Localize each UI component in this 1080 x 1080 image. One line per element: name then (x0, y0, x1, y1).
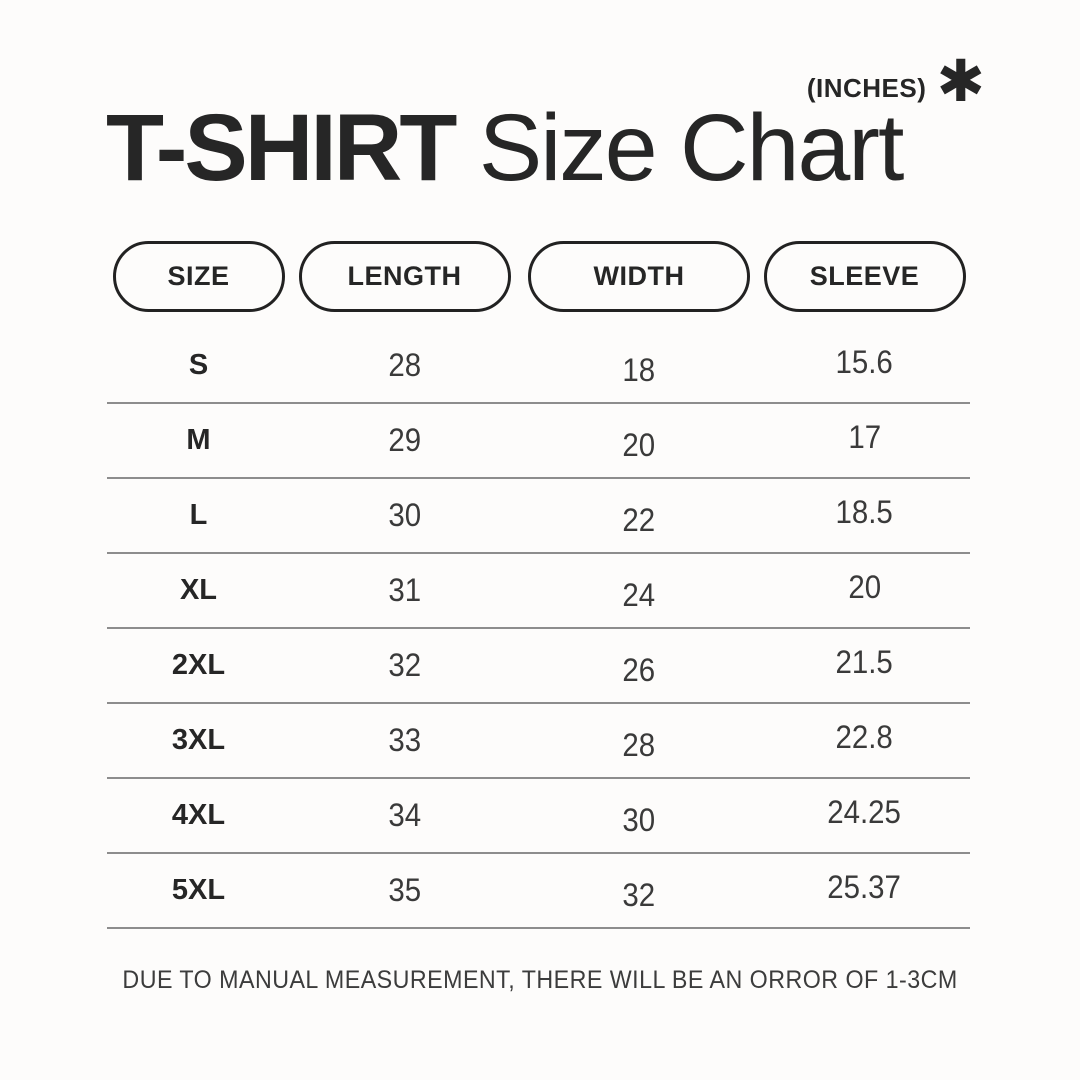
table-row: S 28 18 15.6 (107, 329, 970, 404)
cell-size: 4XL (171, 799, 226, 831)
cell-width: 18 (622, 352, 656, 388)
measurement-note-text: DUE TO MANUAL MEASUREMENT, THERE WILL BE… (122, 966, 958, 994)
column-header-sleeve: SLEEVE (763, 241, 966, 312)
column-header-width: WIDTH (528, 241, 750, 312)
size-table: S 28 18 15.6 M 29 20 17 L 30 22 18.5 XL … (107, 329, 970, 929)
units-note: (INCHES) ✱ (807, 52, 985, 110)
cell-length: 33 (388, 722, 421, 758)
cell-size: 5XL (171, 874, 226, 906)
cell-sleeve: 21.5 (835, 644, 894, 680)
column-header-row: SIZE LENGTH WIDTH SLEEVE (107, 241, 970, 312)
cell-width: 32 (622, 877, 656, 913)
cell-length: 34 (388, 797, 421, 833)
cell-length: 29 (388, 422, 421, 458)
cell-size: 2XL (171, 649, 226, 681)
cell-size: L (189, 499, 208, 531)
units-label: (INCHES) (806, 73, 927, 103)
cell-size: 3XL (171, 724, 226, 756)
measurement-note: DUE TO MANUAL MEASUREMENT, THERE WILL BE… (0, 966, 1080, 995)
table-row: L 30 22 18.5 (107, 479, 970, 554)
column-header-length: LENGTH (298, 241, 511, 312)
cell-length: 30 (388, 497, 421, 533)
cell-size: S (188, 349, 209, 381)
cell-length: 28 (388, 347, 421, 383)
cell-length: 32 (388, 647, 421, 683)
cell-length: 31 (388, 572, 421, 608)
table-row: M 29 20 17 (107, 404, 970, 479)
cell-sleeve: 25.37 (827, 869, 902, 905)
cell-sleeve: 15.6 (835, 344, 894, 380)
cell-sleeve: 24.25 (827, 794, 902, 830)
page-title-regular: Size Chart (454, 95, 905, 201)
page-title: T-SHIRT Size Chart (106, 98, 1006, 198)
cell-width: 26 (622, 652, 656, 688)
page-title-bold: T-SHIRT (106, 95, 457, 201)
cell-sleeve: 22.8 (835, 719, 894, 755)
cell-width: 22 (622, 502, 656, 538)
cell-length: 35 (388, 872, 421, 908)
cell-width: 24 (622, 577, 656, 613)
cell-sleeve: 17 (848, 419, 881, 455)
cell-width: 20 (622, 427, 656, 463)
table-row: 5XL 35 32 25.37 (107, 854, 970, 929)
table-row: 3XL 33 28 22.8 (107, 704, 970, 779)
cell-size: XL (179, 574, 218, 606)
table-row: 2XL 32 26 21.5 (107, 629, 970, 704)
column-header-size: SIZE (112, 241, 285, 312)
table-row: 4XL 34 30 24.25 (107, 779, 970, 854)
table-row: XL 31 24 20 (107, 554, 970, 629)
asterisk-icon: ✱ (936, 47, 985, 115)
cell-sleeve: 20 (848, 569, 881, 605)
cell-sleeve: 18.5 (835, 494, 894, 530)
cell-size: M (186, 424, 211, 456)
cell-width: 28 (622, 727, 656, 763)
cell-width: 30 (622, 802, 656, 838)
